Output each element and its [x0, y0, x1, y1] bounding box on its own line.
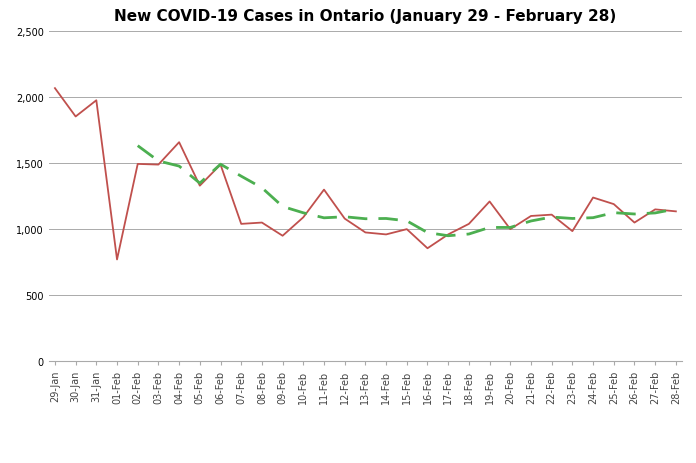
Title: New COVID-19 Cases in Ontario (January 29 - February 28): New COVID-19 Cases in Ontario (January 2… — [114, 9, 617, 25]
